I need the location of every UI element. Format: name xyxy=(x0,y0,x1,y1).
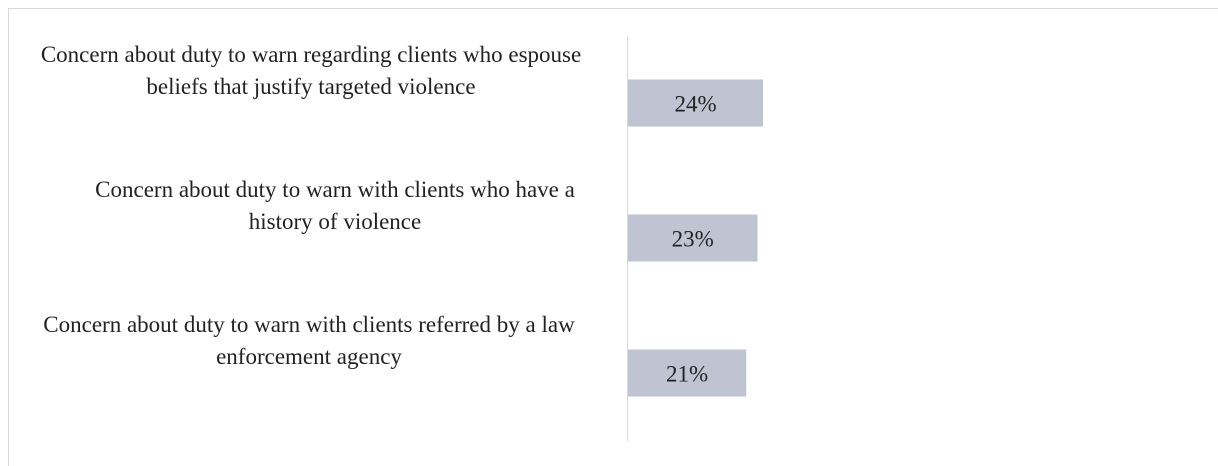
bar xyxy=(628,349,747,397)
category-label: Concern about duty to warn with clients … xyxy=(43,312,575,369)
bar xyxy=(628,79,764,127)
bar xyxy=(628,214,758,262)
value-label: 24% xyxy=(674,91,716,116)
frame xyxy=(8,8,1218,9)
category-label: Concern about duty to warn regarding cli… xyxy=(40,42,582,99)
value-label: 23% xyxy=(672,226,714,251)
category-label: Concern about duty to warn with clients … xyxy=(95,177,575,234)
value-label: 21% xyxy=(666,361,708,386)
frame xyxy=(8,8,9,466)
